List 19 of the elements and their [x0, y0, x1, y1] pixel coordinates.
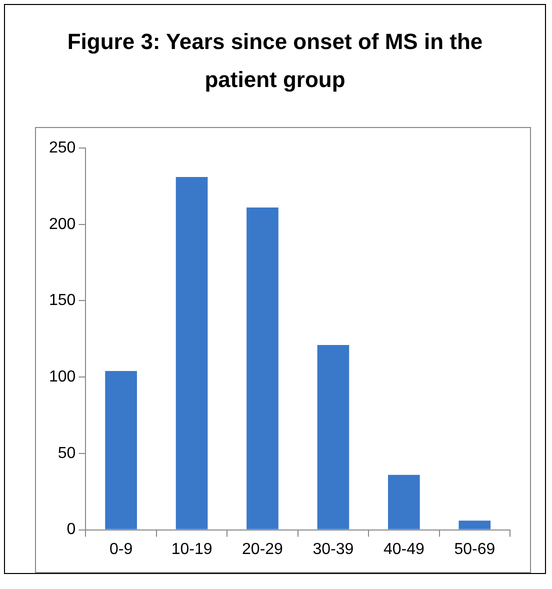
y-tick-label: 200	[48, 216, 76, 233]
chart-title: Figure 3: Years since onset of MS in the patient group	[66, 28, 484, 94]
bar	[105, 370, 137, 530]
x-tick-label: 30-39	[312, 540, 354, 558]
bar	[246, 208, 278, 530]
bar	[388, 474, 420, 530]
bar	[317, 345, 350, 530]
y-tick-label: 250	[48, 139, 76, 156]
x-tick-label: 10-19	[171, 540, 212, 558]
bar	[176, 177, 208, 530]
y-tick-label: 100	[48, 368, 76, 386]
bar	[458, 520, 491, 530]
y-tick-label: 0	[66, 521, 76, 538]
y-tick-label: 50	[58, 444, 76, 462]
x-tick-label: 20-29	[242, 540, 284, 558]
x-tick-label: 40-49	[383, 540, 424, 558]
y-tick-label: 150	[48, 292, 76, 310]
x-tick-label: 0-9	[109, 540, 133, 558]
x-tick-label: 50-69	[454, 540, 496, 558]
